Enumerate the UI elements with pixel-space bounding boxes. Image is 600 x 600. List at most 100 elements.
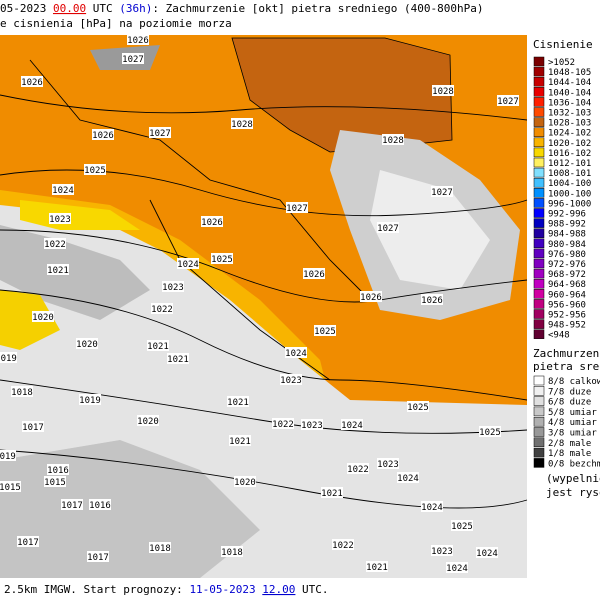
legend-swatch [533,238,545,249]
legend-swatch [533,127,545,137]
pressure-legend: >10521048-1051044-1041040-1041036-104103… [533,56,591,341]
isobar-label: 1026 [201,218,223,228]
label-box [231,118,253,129]
legend-swatch [533,177,545,188]
legend-swatch [533,268,545,279]
legend-swatch [533,299,545,309]
isobar-label: 1021 [321,489,343,499]
legend-label: 2/8 male [548,439,591,449]
legend-swatch [533,319,545,329]
label-box [21,76,43,87]
label-box [286,202,308,213]
label-box [446,562,468,573]
isobar-label: 1021 [366,563,388,573]
label-box [272,418,294,429]
legend-swatch [533,157,545,168]
isobar-label: 1028 [432,87,454,97]
footer: 2.5km IMGW. Start prognozy: 11-05-2023 1… [4,583,329,596]
isobar-label: 1019 [0,354,17,364]
legend-label: 1032-103 [548,109,591,119]
legend-title: pietra sredni [533,360,600,373]
legend-swatch [533,396,545,406]
label-box [32,311,54,322]
isobar-label: 1024 [177,260,199,270]
label-box [122,53,144,64]
isobar-label: 1026 [303,270,325,280]
label-box [177,258,199,269]
description: : Zachmurzenie [okt] pietra sredniego (4… [152,2,483,15]
label-box [360,291,382,302]
legend-label: 980-984 [548,240,586,250]
label-box [87,551,109,562]
legend-swatch [533,87,545,97]
label-box [347,463,369,474]
isobar-label: 1026 [92,131,114,141]
legend-swatch [533,167,545,178]
isobar-label: 1024 [285,349,307,359]
legend-label: 984-988 [548,230,586,240]
label-box [280,374,302,385]
legend-swatch [533,228,545,238]
isobar-label: 1015 [44,478,66,488]
label-box [321,487,343,498]
legend-swatch [533,289,545,299]
isobar-label: 1025 [314,327,336,337]
label-box [44,476,66,487]
isobar-label: 1020 [137,417,159,427]
label-box [227,396,249,407]
legend-label: 988-992 [548,220,586,230]
label-box [366,561,388,572]
isobar-label: 1024 [446,564,468,574]
label-box [84,164,106,175]
legend-swatch [533,76,545,87]
isobar-label: 1022 [332,541,354,551]
label-box [421,501,443,512]
isobar-label: 1026 [21,78,43,88]
legend-label: 1/8 male [548,449,591,459]
label-box [431,186,453,197]
legend-label: 1040-104 [548,88,591,98]
label-box [431,545,453,556]
isobar-label: 1018 [11,388,33,398]
label-box [234,476,256,487]
footer-bg [0,578,527,600]
label-box [137,415,159,426]
label-box [47,264,69,275]
label-box [421,294,443,305]
label-box [44,238,66,249]
legend-swatch [533,427,545,437]
label-box [432,85,454,96]
isobar-label: 1024 [397,474,419,484]
utc: UTC [93,2,113,15]
legend-label: 8/8 calkow [548,377,600,387]
legend-swatch [533,437,545,448]
cloud-patch [370,170,490,290]
label-box [149,542,171,553]
isobar-label: 1027 [497,97,519,107]
legend-swatch [533,117,545,127]
label-box [162,281,184,292]
label-box [382,134,404,145]
isobar-label: 1026 [360,293,382,303]
legend-label: 952-956 [548,311,586,321]
label-box [377,458,399,469]
label-box [0,352,17,363]
isobar-label: 1023 [49,215,71,225]
isobar-label: 1025 [84,166,106,176]
label-box [211,253,233,264]
isobar-label: 1028 [382,136,404,146]
legend-label: 972-976 [548,260,586,270]
isobar-labels: 1026 1027 1026 1028 1027 1026 1027 1028 1028 1025… [0,34,519,574]
header-line2: e cisnienia [hPa] na poziomie morza [0,17,232,30]
legend-label: 1024-102 [548,129,591,139]
legend-swatch [533,458,545,468]
label-box [285,347,307,358]
legend-title: Cisnienie [hP [533,38,600,51]
label-box [127,34,149,45]
header-bg [0,0,600,35]
legend-label: 1008-101 [548,169,591,179]
label-box [476,547,498,558]
yellow-patch [0,290,60,350]
